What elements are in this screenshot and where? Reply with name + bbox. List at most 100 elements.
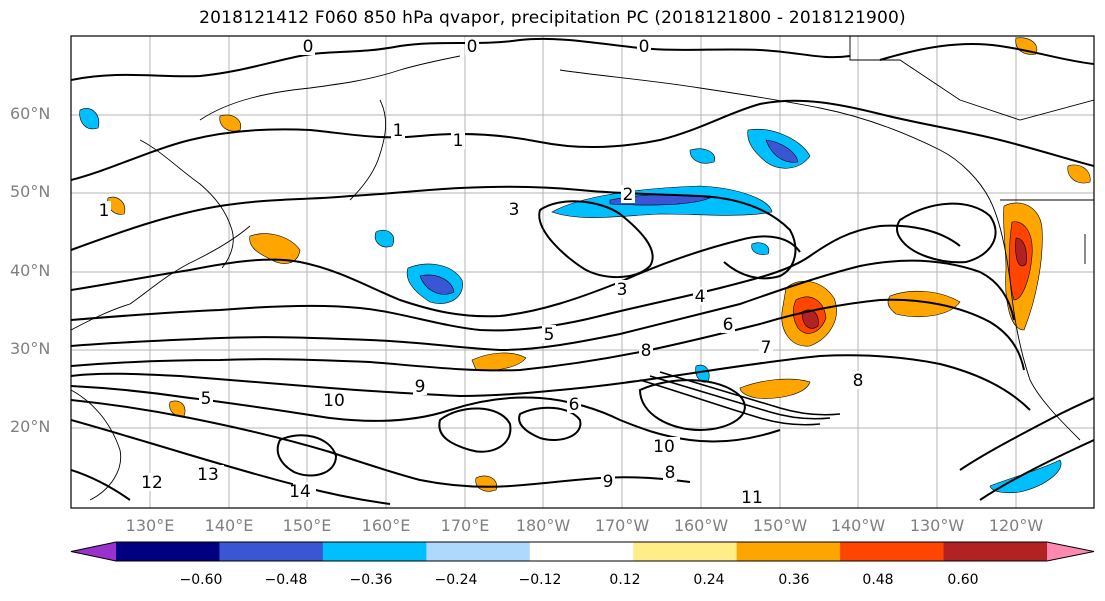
contour-label: 9: [603, 472, 614, 492]
contour-label: 10: [323, 391, 345, 411]
colorbar-segment: [943, 542, 1048, 561]
contour-label-bg: [745, 488, 768, 506]
pos-shading-small-1: [219, 114, 242, 132]
contour-label: 12: [141, 473, 163, 493]
contour-label-bg: [293, 482, 316, 500]
contour-label: 0: [303, 37, 314, 57]
contour-label: 13: [197, 465, 219, 485]
contour-southwest: [71, 469, 131, 501]
contour-label: 14: [289, 482, 311, 502]
neg-shading-small-1: [374, 229, 395, 248]
contour-label-bg: [542, 325, 556, 343]
lon-label: 150°W: [752, 516, 808, 535]
lon-label: 170°W: [594, 516, 650, 535]
contour-ring-4: [276, 434, 338, 477]
contour-label: 8: [853, 371, 864, 391]
contour-label: 6: [723, 315, 734, 335]
colorbar-segment: [736, 542, 841, 561]
pos-shading-band-1: [887, 290, 961, 317]
contour-5: [71, 259, 1015, 352]
contour-6: [71, 298, 1025, 372]
pos-shading-small-3: [475, 475, 498, 492]
contour-9: [71, 399, 691, 488]
pos-shading-band-4: [249, 233, 301, 264]
contour-label: 7: [761, 338, 772, 358]
lat-label: 30°N: [10, 339, 51, 358]
colorbar-segment: [633, 542, 738, 561]
contour-label-bg: [621, 185, 635, 203]
lon-label: 180°W: [515, 516, 571, 535]
contour-label: 0: [467, 37, 478, 57]
contour-label-bg: [413, 377, 427, 395]
contour-label: 5: [201, 389, 212, 409]
contour-label-bg: [615, 280, 629, 298]
colorbar-segment: [219, 542, 324, 561]
contour-label: 11: [741, 488, 763, 508]
pos-shading-band-2: [739, 378, 811, 399]
gridlines: [71, 36, 1094, 508]
contour-10: [71, 419, 391, 505]
contour-label-bg: [759, 338, 773, 356]
contour-ring-2: [638, 379, 746, 432]
tight-contours: [639, 371, 841, 426]
colorbar-tick-label: 0.60: [947, 572, 979, 588]
pos-shading-small-4: [1067, 164, 1091, 184]
contour-label: 10: [653, 437, 675, 457]
colorbar-tick-label: −0.48: [264, 572, 308, 588]
contour-label-bg: [507, 200, 521, 218]
colorbar-segment: [529, 542, 634, 561]
contour-label-bg: [601, 472, 615, 490]
contour-label-bg: [851, 371, 865, 389]
lon-label: 160°E: [361, 516, 411, 535]
contour-ring-1: [438, 407, 512, 453]
colorbar-tick-label: −0.36: [349, 572, 393, 588]
contour-label: 2: [623, 185, 634, 205]
contour-label: 3: [509, 200, 520, 220]
precipitation-shading: [79, 37, 1091, 494]
colorbar-tick-label: 0.48: [862, 572, 894, 588]
contour-label: 8: [641, 341, 652, 361]
lat-label: 20°N: [10, 417, 51, 436]
colorbar-tick-label: −0.60: [179, 572, 223, 588]
colorbar: [70, 541, 1095, 562]
contour-label: 9: [415, 377, 426, 397]
contour-0b: [879, 42, 1094, 65]
contour-label-bg: [201, 465, 224, 483]
lon-label: 140°E: [204, 516, 254, 535]
contour-label: 1: [393, 121, 404, 141]
contour-southeast-2: [979, 439, 1094, 501]
contour-label-bg: [637, 37, 651, 55]
lon-label: 150°E: [282, 516, 332, 535]
contour-label-bg: [663, 463, 677, 481]
colorbar-tick-label: 0.24: [693, 572, 725, 588]
pos-shading-band-3: [471, 352, 527, 371]
colorbar-segment: [840, 542, 945, 561]
contour-label-bg: [657, 437, 680, 455]
lon-label: 140°W: [830, 516, 886, 535]
contour-label: 6: [569, 395, 580, 415]
colorbar-segment: [116, 542, 220, 561]
contour-1: [71, 99, 1094, 181]
contour-label-bg: [465, 37, 479, 55]
lon-label: 130°E: [125, 516, 175, 535]
neg-core-west-pacific: [419, 274, 455, 295]
colorbar-segment: [426, 542, 531, 561]
contour-label-bg: [199, 389, 213, 407]
contour-closed-low: [538, 200, 654, 279]
colorbar-tick-label: −0.24: [434, 572, 478, 588]
contour-label-bg: [327, 391, 350, 409]
contour-east-loop: [896, 202, 997, 264]
contour-ring-3: [518, 406, 582, 441]
contour-label-bg: [391, 121, 405, 139]
neg-shading-small-3: [79, 108, 100, 130]
lon-label: 120°W: [988, 516, 1044, 535]
colorbar-outline: [70, 541, 1095, 562]
colorbar-segment: [322, 542, 427, 561]
lon-label: 170°E: [440, 516, 490, 535]
contour-2: [71, 185, 797, 280]
colorbar-tick-label: 0.12: [609, 572, 641, 588]
contour-label: 3: [617, 280, 628, 300]
contour-3: [71, 235, 801, 318]
contour-label: 1: [453, 131, 464, 151]
